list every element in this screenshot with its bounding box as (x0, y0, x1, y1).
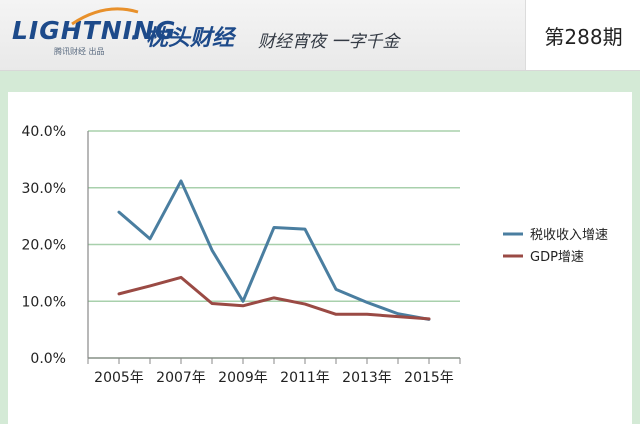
logo-swoosh-icon (71, 7, 139, 26)
y-tick-label: 30.0% (22, 181, 66, 197)
y-tick-label: 10.0% (22, 294, 66, 310)
y-tick-label: 40.0% (22, 124, 66, 140)
x-tick-label: 2005年 (94, 370, 144, 386)
series-line-1 (117, 179, 431, 321)
series-line-2 (117, 275, 431, 321)
legend-label: GDP增速 (530, 250, 584, 265)
slogan: 财经宵夜 一字千金 (258, 32, 400, 52)
brand-title: · 枕头财经 (130, 26, 235, 51)
line-chart: 0.0% 10.0% 20.0% 30.0% 40.0% 2005年 2007年 2009年 2… (8, 92, 632, 424)
x-tick-label: 2015年 (404, 370, 454, 386)
lightning-logo: LIGHTNING (12, 16, 177, 45)
chart-area: 0.0% 10.0% 20.0% 30.0% 40.0% 2005年 2007年 2009年 2… (0, 71, 640, 424)
x-tick-label: 2009年 (218, 370, 268, 386)
logo-subtitle: 腾讯财经 出品 (54, 47, 105, 56)
x-tick-label: 2013年 (342, 370, 392, 386)
x-tick-label: 2011年 (280, 370, 330, 386)
legend-label: 税收收入增速 (530, 228, 608, 243)
header-bar: LIGHTNING 腾讯财经 出品 · 枕头财经 财经宵夜 一字千金 第288期 (0, 0, 640, 71)
y-tick-label: 0.0% (30, 351, 66, 367)
y-tick-label: 20.0% (22, 238, 66, 254)
x-tick-label: 2007年 (156, 370, 206, 386)
issue-number: 第288期 (525, 0, 640, 70)
